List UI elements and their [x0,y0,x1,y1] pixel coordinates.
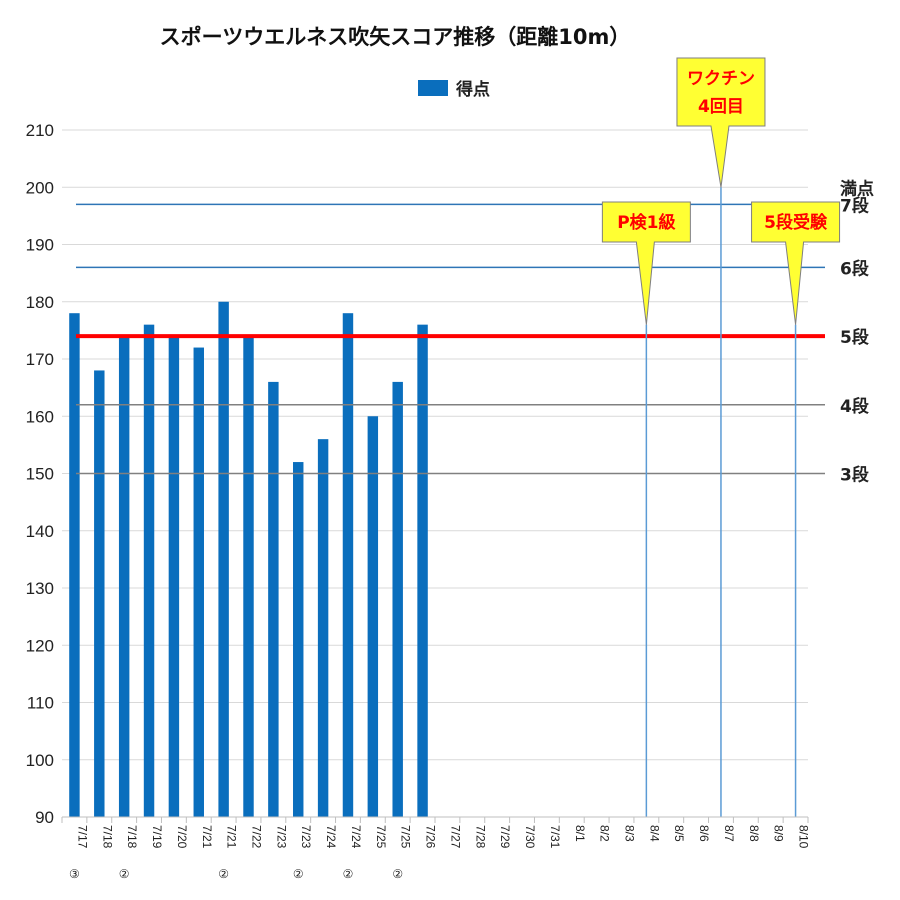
x-tick-label-suffix: ② [392,867,403,881]
bar [317,439,329,817]
y-tick-label: 110 [27,694,54,713]
y-tick-label: 200 [26,178,54,197]
y-tick-label: 90 [35,808,54,827]
bar [69,313,80,817]
x-tick-label: 8/8 [747,825,761,842]
x-tick-label: 7/30 [523,825,537,849]
bars [69,301,428,817]
reference-line-label: 満点 [840,178,874,199]
x-tick-label: 7/24 [349,825,363,849]
bar [342,313,354,817]
annotation-callout [601,201,691,325]
bar [243,336,254,817]
reference-line-label: 5段 [840,327,869,348]
x-tick-label: 7/28 [473,825,487,849]
bar [94,370,105,817]
bar [193,347,204,817]
legend: 得点 [418,79,490,100]
x-tick-label: 7/23 [274,825,288,849]
x-tick-label: 8/10 [797,825,811,849]
bar [367,416,379,817]
x-tick-label-suffix: ② [119,867,130,881]
annotation-text: ワクチン [687,69,755,89]
y-tick-label: 170 [26,350,54,369]
x-tick-label: 7/18 [125,825,139,849]
x-tick-label: 7/31 [548,825,562,849]
x-tick-label: 7/18 [100,825,114,849]
y-tick-label: 180 [26,293,54,312]
reference-line-label: 6段 [840,258,869,279]
bar [218,301,229,817]
annotation-text: P検1級 [617,212,675,233]
y-tick-label: 140 [26,522,54,541]
bar [143,324,155,817]
x-tick-label: 7/20 [175,825,189,849]
legend-label: 得点 [455,79,490,100]
bar [118,336,130,817]
x-tick-label-suffix: ② [343,867,354,881]
x-tick-label: 7/21 [225,825,239,849]
x-tick-label: 8/7 [722,825,736,842]
x-tick-label: 7/29 [498,825,512,849]
reference-line-label: 4段 [840,396,869,417]
x-tick-label: 8/6 [697,825,711,842]
x-tick-label: 8/5 [672,825,686,842]
annotation-text: 4回目 [698,97,744,117]
legend-swatch [418,80,448,96]
axes: 90 100 110 120 130 140 150 160 170 180 190 200 210 7/… [26,121,811,881]
x-tick-label-suffix: ③ [69,867,80,881]
reference-line-label: 7段 [840,195,869,216]
x-tick-label: 8/2 [598,825,612,842]
x-tick-label: 7/23 [299,825,313,849]
y-tick-label: 150 [26,465,54,484]
reference-line-label: 3段 [840,465,869,486]
y-tick-label: 160 [26,407,54,426]
x-tick-label: 8/4 [647,825,661,842]
y-tick-label: 120 [26,636,54,655]
annotation-lines [645,187,797,817]
x-tick-label: 7/25 [399,825,413,849]
x-tick-label-suffix: ② [218,867,229,881]
x-tick-label: 8/3 [623,825,637,842]
bar [392,381,403,817]
x-tick-label: 8/9 [772,825,786,842]
annotation-callout [751,201,841,325]
chart-title: スポーツウエルネス吹矢スコア推移（距離10m） [160,25,631,49]
x-tick-label: 7/19 [150,825,164,849]
bar [268,381,279,817]
annotation-callout [676,57,766,188]
x-tick-label: 7/27 [448,825,462,849]
y-tick-label: 210 [26,121,54,140]
x-tick-label: 7/25 [374,825,388,849]
bar [417,324,428,817]
bar [168,336,180,817]
x-tick-label: 8/1 [573,825,587,842]
bar [293,462,304,817]
y-tick-label: 100 [26,751,54,770]
x-tick-label: 7/24 [324,825,338,849]
x-tick-label: 7/26 [424,825,438,849]
x-tick-label: 7/21 [200,825,214,849]
x-tick-label: 7/22 [250,825,264,849]
y-tick-label: 130 [26,579,54,598]
y-tick-label: 190 [26,236,54,255]
x-tick-label: 7/17 [75,825,89,849]
annotation-text: 5段受験 [764,212,828,233]
x-tick-label-suffix: ② [293,867,304,881]
annotations: P検1級 ワクチン 4回目 5段受験 [601,57,841,325]
